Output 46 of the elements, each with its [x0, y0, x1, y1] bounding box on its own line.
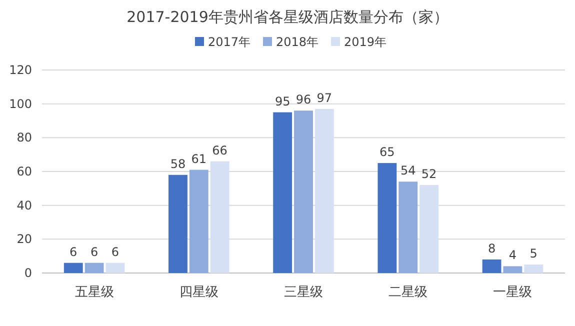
bar — [398, 182, 418, 273]
chart-title: 2017-2019年贵州省各星级酒店数量分布（家） — [126, 8, 448, 26]
data-label: 96 — [296, 92, 312, 107]
y-tick-label: 20 — [16, 232, 32, 246]
bar — [294, 110, 313, 273]
bar — [210, 161, 230, 273]
data-label: 66 — [212, 143, 228, 158]
data-label: 5 — [530, 246, 538, 261]
data-label: 54 — [400, 164, 416, 178]
data-label: 8 — [488, 241, 496, 256]
bar — [106, 262, 125, 273]
bar — [482, 259, 502, 273]
data-label: 6 — [70, 244, 78, 259]
bar — [378, 163, 397, 273]
y-tick-label: 60 — [16, 164, 32, 178]
y-tick-label: 0 — [24, 266, 32, 280]
data-label: 58 — [170, 156, 186, 171]
x-tick-label: 一星级 — [493, 285, 532, 300]
x-tick-label: 二星级 — [388, 285, 428, 300]
y-tick-label: 100 — [9, 96, 32, 111]
bar — [273, 112, 292, 273]
bar — [64, 262, 83, 273]
bar — [84, 262, 104, 273]
data-label: 4 — [508, 248, 517, 262]
legend-label: 2019年 — [344, 35, 387, 49]
data-label: 6 — [111, 244, 120, 259]
bar — [524, 264, 544, 273]
data-label: 65 — [380, 145, 395, 160]
bar — [314, 108, 334, 273]
data-label: 6 — [90, 244, 98, 259]
data-label: 97 — [316, 90, 332, 105]
y-tick-label: 40 — [16, 198, 32, 212]
x-tick-label: 五星级 — [74, 285, 114, 300]
legend-label: 2018年 — [276, 35, 319, 49]
data-label: 52 — [421, 167, 437, 182]
bar — [503, 266, 522, 273]
data-label: 95 — [274, 94, 290, 108]
bar — [189, 170, 208, 273]
x-tick-label: 三星级 — [284, 285, 323, 300]
data-label: 61 — [191, 152, 207, 166]
y-tick-label: 80 — [16, 130, 32, 145]
x-tick-label: 四星级 — [179, 285, 218, 300]
y-tick-label: 120 — [9, 63, 32, 77]
bar — [168, 174, 188, 273]
legend-label: 2017年 — [208, 35, 251, 49]
bar — [420, 185, 438, 273]
